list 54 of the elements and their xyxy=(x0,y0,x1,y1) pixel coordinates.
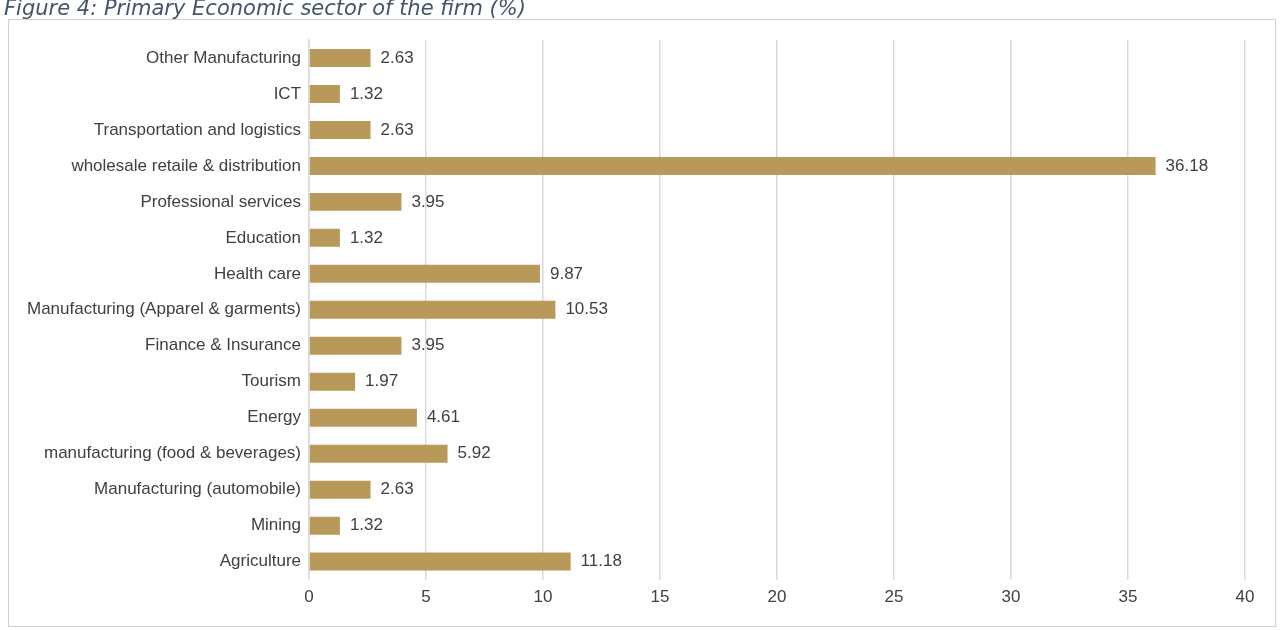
data-label: 5.92 xyxy=(457,443,491,463)
bar xyxy=(309,228,340,247)
y-tick-label: Energy xyxy=(247,407,302,427)
x-tick-label: 25 xyxy=(884,587,904,607)
x-tick-label: 30 xyxy=(1001,587,1021,607)
bar xyxy=(309,372,356,391)
y-tick-label: Manufacturing (automobile) xyxy=(94,479,302,499)
bar xyxy=(309,336,402,355)
bar xyxy=(309,84,340,103)
bar xyxy=(309,300,556,319)
bar xyxy=(309,120,371,139)
data-label: 1.32 xyxy=(349,83,383,103)
y-tick-label: Health care xyxy=(214,263,302,283)
y-tick-label: Mining xyxy=(250,515,302,535)
data-label: 9.87 xyxy=(549,263,584,283)
x-tick-label: 5 xyxy=(421,587,431,607)
bar xyxy=(309,516,340,535)
y-tick-label: Finance & Insurance xyxy=(145,335,302,355)
data-label: 11.18 xyxy=(580,551,622,571)
x-tick-label: 10 xyxy=(533,587,553,607)
x-tick-label: 40 xyxy=(1235,587,1255,607)
bar xyxy=(309,444,448,463)
bar xyxy=(309,192,402,211)
data-label: 3.95 xyxy=(411,335,445,355)
data-label: 1.97 xyxy=(365,371,399,391)
y-tick-label: Agriculture xyxy=(219,551,302,571)
y-tick-label: Professional services xyxy=(140,191,302,211)
data-label: 2.63 xyxy=(380,47,414,67)
data-label: 36.18 xyxy=(1165,155,1209,175)
bar xyxy=(309,408,417,427)
data-label: 2.63 xyxy=(380,119,414,139)
x-tick-label: 20 xyxy=(767,587,787,607)
x-tick-label: 0 xyxy=(304,587,314,607)
data-label: 1.32 xyxy=(349,227,383,247)
bar xyxy=(309,48,371,67)
y-tick-label: Other Manufacturing xyxy=(146,47,302,67)
y-tick-label: Manufacturing (Apparel & garments) xyxy=(26,299,302,319)
y-tick-label: Transportation and logistics xyxy=(93,119,302,139)
x-tick-label: 35 xyxy=(1118,587,1138,607)
bar xyxy=(309,156,1156,175)
bar xyxy=(309,480,371,499)
y-tick-label: manufacturing (food & beverages) xyxy=(43,443,302,463)
y-tick-label: ICT xyxy=(273,83,302,103)
bar xyxy=(309,552,571,571)
data-label: 3.95 xyxy=(411,191,445,211)
data-label: 4.61 xyxy=(426,407,460,427)
data-label: 1.32 xyxy=(349,515,383,535)
data-label: 10.53 xyxy=(565,299,608,319)
data-label: 2.63 xyxy=(380,479,414,499)
y-tick-label: Education xyxy=(225,227,302,247)
bar xyxy=(309,264,540,283)
y-tick-label: wholesale retaile & distribution xyxy=(70,155,302,175)
x-tick-label: 15 xyxy=(650,587,670,607)
y-tick-label: Tourism xyxy=(241,371,302,391)
